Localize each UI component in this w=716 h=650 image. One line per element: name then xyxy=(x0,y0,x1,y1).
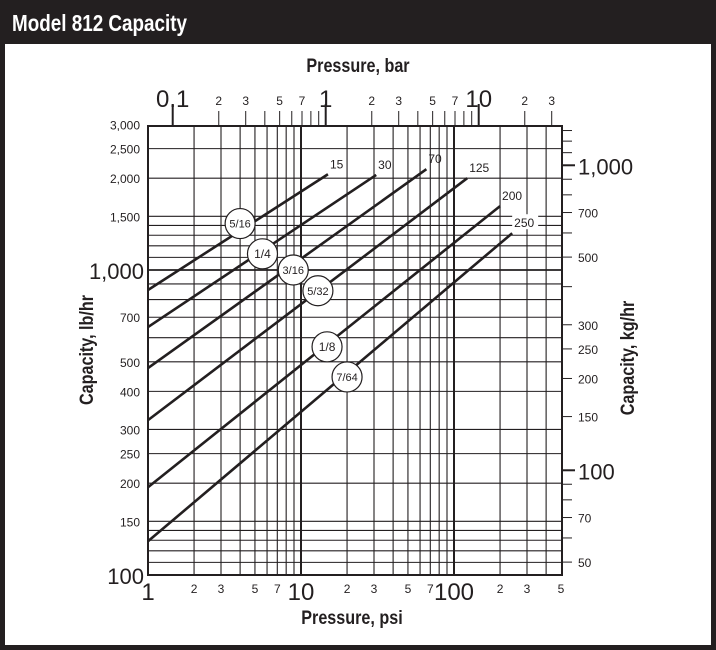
top-tick-label: 2 xyxy=(215,94,222,108)
y-tick-label: 2,500 xyxy=(110,143,140,157)
x-tick-label: 2 xyxy=(497,582,504,596)
orifice-marker-label: 5/32 xyxy=(307,286,328,298)
series-end-label: 200 xyxy=(502,189,522,203)
right-tick-label: 500 xyxy=(578,251,598,265)
y-tick-label: 200 xyxy=(120,477,140,491)
orifice-marker-label: 1/4 xyxy=(254,247,271,261)
top-tick-label: 5 xyxy=(429,94,436,108)
y-tick-label: 1,500 xyxy=(110,210,140,224)
y-tick-label: 400 xyxy=(120,385,140,399)
right-tick-label: 70 xyxy=(578,512,592,526)
x-tick-label: 5 xyxy=(252,582,259,596)
x-tick-label: 5 xyxy=(405,582,412,596)
y-axis-title: Capacity, lb/hr xyxy=(76,295,98,405)
orifice-marker xyxy=(302,275,334,307)
right-tick-label: 300 xyxy=(578,319,598,333)
right-tick-label: 1,000 xyxy=(578,154,633,179)
series-end-label-bg xyxy=(512,214,539,230)
right-tick-label: 150 xyxy=(578,411,598,425)
orifice-marker xyxy=(224,207,256,240)
y-tick-label: 700 xyxy=(120,311,140,325)
top-tick-label: 10 xyxy=(465,86,492,113)
series-end-label: 70 xyxy=(428,152,442,166)
top-tick-label: 7 xyxy=(452,94,459,108)
x-tick-label: 7 xyxy=(274,582,281,596)
top-tick-label: 7 xyxy=(299,94,306,108)
y-tick-label: 250 xyxy=(120,448,140,462)
right-tick-label: 700 xyxy=(578,207,598,221)
y-tick-label: 2,000 xyxy=(110,172,140,186)
plot-area-border xyxy=(147,125,563,576)
y-tick-label: 500 xyxy=(120,356,140,370)
x-tick-label: 2 xyxy=(191,582,198,596)
x-tick-label: 3 xyxy=(524,582,531,596)
y-tick-label: 300 xyxy=(120,423,140,437)
series-end-label: 30 xyxy=(378,158,392,172)
x-tick-label: 7 xyxy=(427,582,434,596)
top-tick-label: 2 xyxy=(368,94,375,108)
series-line xyxy=(147,232,514,543)
chart-title: Model 812 Capacity xyxy=(12,10,188,36)
right-tick-label: 200 xyxy=(578,372,598,386)
orifice-marker-label: 3/16 xyxy=(283,265,304,277)
series-end-label: 250 xyxy=(514,216,534,230)
top-tick-label: 3 xyxy=(242,94,249,108)
x-tick-label: 3 xyxy=(371,582,378,596)
x-tick-label: 10 xyxy=(288,579,315,606)
y-tick-label: 3,000 xyxy=(110,118,140,132)
orifice-marker xyxy=(277,254,309,286)
series-end-label: 15 xyxy=(330,157,344,171)
orifice-marker xyxy=(311,331,343,363)
y2-axis-title: Capacity, kg/hr xyxy=(617,301,639,416)
x-axis-title: Pressure, psi xyxy=(301,607,402,629)
orifice-marker xyxy=(331,361,363,393)
top-tick-label: 3 xyxy=(395,94,402,108)
y-tick-label: 1,000 xyxy=(89,259,144,284)
series-end-label: 125 xyxy=(469,161,489,175)
y-tick-label: 150 xyxy=(120,515,140,529)
x-tick-label: 2 xyxy=(344,582,351,596)
orifice-marker xyxy=(246,238,279,270)
x-tick-label: 3 xyxy=(218,582,225,596)
top-tick-label: 1 xyxy=(319,86,332,113)
x-tick-label: 100 xyxy=(434,579,474,606)
top-tick-label: 2 xyxy=(521,94,528,108)
right-tick-label: 100 xyxy=(578,459,615,484)
top-tick-label: 5 xyxy=(276,94,283,108)
top-axis-title: Pressure, bar xyxy=(306,55,409,77)
orifice-marker-label: 5/16 xyxy=(229,219,250,231)
title-bar: Model 812 Capacity xyxy=(0,0,716,44)
top-tick-label: 3 xyxy=(548,94,555,108)
x-tick-label: 1 xyxy=(141,579,154,606)
orifice-marker-label: 1/8 xyxy=(319,340,336,354)
right-tick-label: 50 xyxy=(578,556,592,570)
top-tick-label: 0.1 xyxy=(156,86,189,113)
y-tick-label: 100 xyxy=(107,564,144,589)
right-tick-label: 250 xyxy=(578,343,598,357)
orifice-marker-label: 7/64 xyxy=(336,372,357,384)
x-tick-label: 5 xyxy=(558,582,565,596)
